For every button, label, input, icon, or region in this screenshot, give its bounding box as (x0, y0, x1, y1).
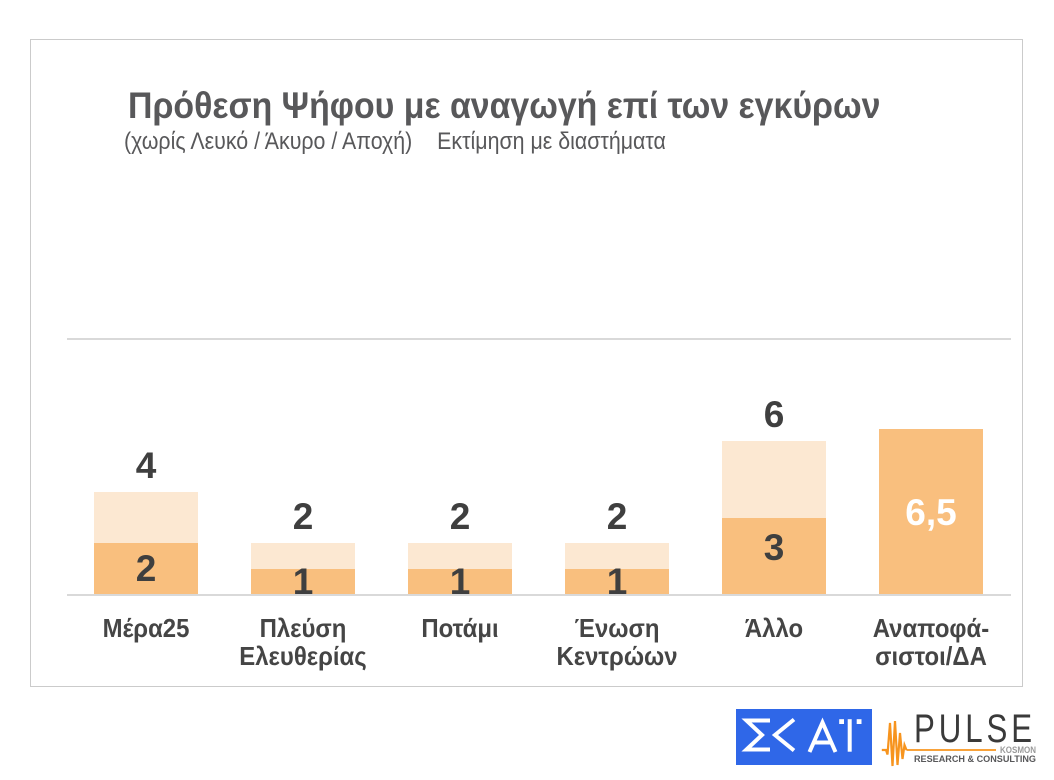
svg-text:PULSE: PULSE (914, 707, 1036, 751)
svg-text:KOSMON: KOSMON (1000, 745, 1036, 755)
svg-text:RESEARCH & CONSULTING: RESEARCH & CONSULTING (914, 754, 1036, 764)
